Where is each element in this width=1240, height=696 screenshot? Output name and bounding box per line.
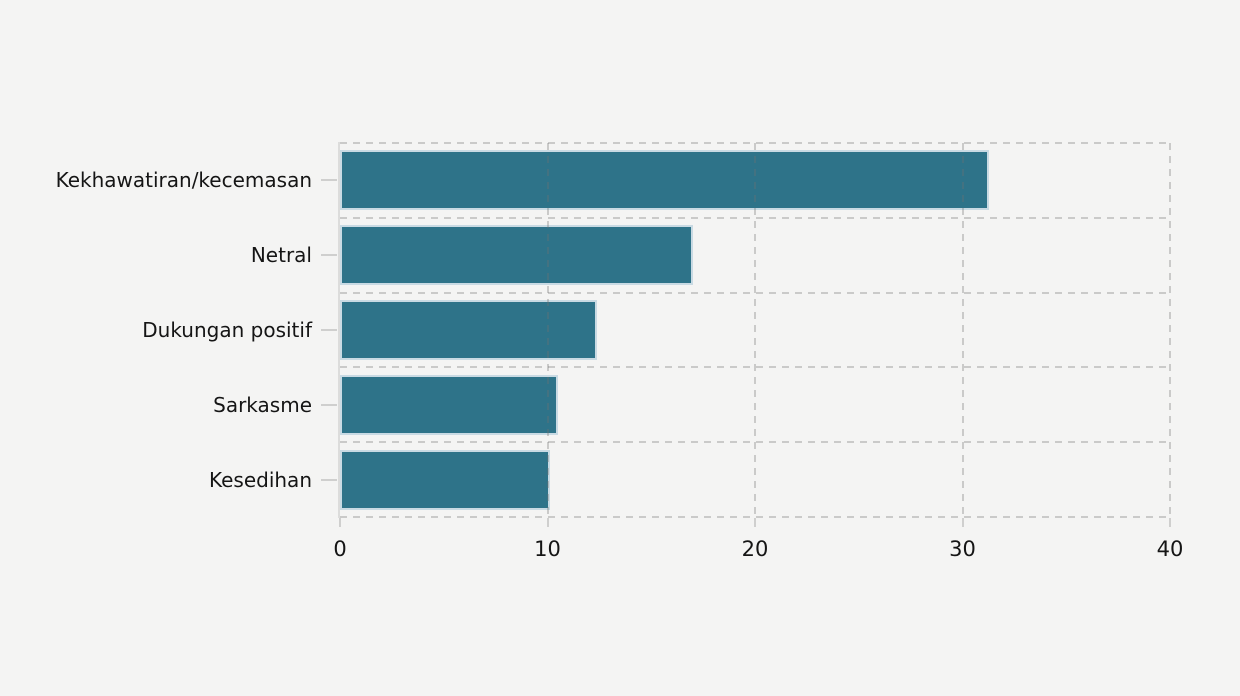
bar [340, 374, 558, 435]
gridline-horizontal [340, 516, 1170, 518]
x-tick-mark [546, 518, 549, 527]
bar [340, 300, 598, 360]
gridline-horizontal [340, 291, 1170, 294]
y-tick-mark [321, 403, 337, 406]
x-tick-label: 30 [949, 537, 976, 561]
y-tick-mark [321, 179, 337, 182]
gridline-vertical [1169, 143, 1171, 517]
gridline-horizontal [340, 216, 1170, 219]
gridline-vertical [546, 143, 549, 517]
y-tick-mark [321, 478, 337, 481]
x-tick-mark [1169, 518, 1171, 527]
x-tick-label: 10 [534, 537, 561, 561]
category-label: Netral [250, 243, 312, 268]
x-tick-label: 0 [333, 537, 347, 561]
bar [340, 150, 990, 211]
y-tick-mark [321, 329, 337, 331]
category-label: Kekhawatiran/kecemasan [55, 168, 312, 193]
category-label: Dukungan positif [142, 318, 312, 342]
y-tick-mark [321, 254, 337, 257]
category-label: Sarkasme [213, 392, 312, 417]
x-tick-mark [339, 518, 341, 527]
gridline-horizontal [340, 441, 1170, 444]
bar [340, 225, 693, 286]
gridline-vertical [754, 143, 756, 517]
category-label: Kesedihan [208, 467, 312, 492]
x-tick-label: 20 [741, 537, 769, 561]
x-tick-mark [961, 518, 964, 527]
gridline-horizontal [340, 142, 1170, 144]
x-tick-mark [754, 518, 756, 527]
gridline-horizontal [340, 366, 1170, 369]
plot-area [338, 142, 1171, 518]
gridline-vertical [961, 143, 964, 517]
y-axis-spine [338, 142, 340, 518]
x-tick-label: 40 [1156, 537, 1184, 561]
bar [340, 449, 550, 510]
